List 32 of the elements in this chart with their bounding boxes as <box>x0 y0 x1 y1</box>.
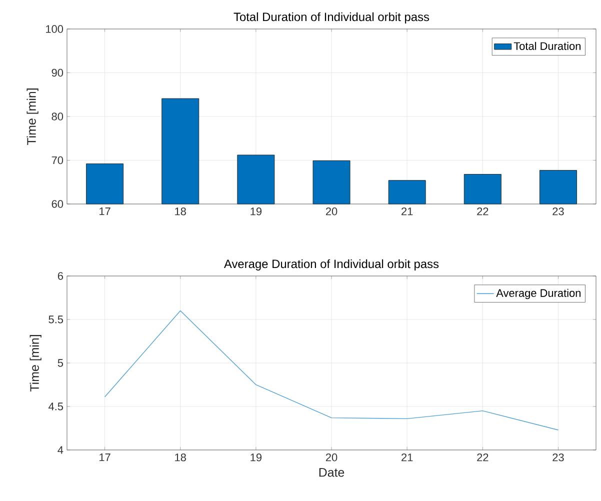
y-tick-label: 60 <box>52 200 64 208</box>
x-tick-label: 18 <box>175 208 186 216</box>
y-tick-label: 5 <box>58 359 64 367</box>
x-tick-label: 21 <box>402 208 413 216</box>
x-tick-label: 18 <box>175 454 186 462</box>
line-series <box>104 310 559 430</box>
y-tick-label: 90 <box>52 68 64 77</box>
y-tick-label: 4.5 <box>48 402 64 410</box>
y-tick-label: 70 <box>52 156 64 164</box>
x-tick-label: 17 <box>100 208 110 216</box>
legend-label: Average Duration <box>496 288 580 300</box>
y-tick-label: 100 <box>46 25 64 33</box>
x-tick-label: 22 <box>477 454 488 462</box>
chart-title: Total Duration of Individual orbit pass <box>234 12 430 24</box>
y-tick-label: 6 <box>58 272 63 280</box>
y-tick-label: 80 <box>52 112 64 120</box>
x-tick-label: 20 <box>326 208 338 216</box>
x-tick-label: 19 <box>250 454 262 462</box>
y-tick-label: 5.5 <box>48 316 64 324</box>
y-axis-title: Time [min] <box>30 335 42 392</box>
chart-title: Average Duration of Individual orbit pass <box>224 259 439 270</box>
x-tick-label: 22 <box>477 208 488 216</box>
x-tick-label: 23 <box>552 454 564 462</box>
legend-label: Total Duration <box>514 42 580 50</box>
x-axis-title: Date <box>319 468 344 477</box>
x-tick-label: 21 <box>402 454 413 462</box>
x-tick-label: 17 <box>100 454 110 462</box>
x-tick-label: 19 <box>250 208 262 216</box>
x-tick-label: 20 <box>326 454 338 462</box>
y-axis-title: Time [min] <box>26 88 38 146</box>
x-tick-label: 23 <box>552 208 564 216</box>
y-tick-label: 4 <box>58 446 64 454</box>
